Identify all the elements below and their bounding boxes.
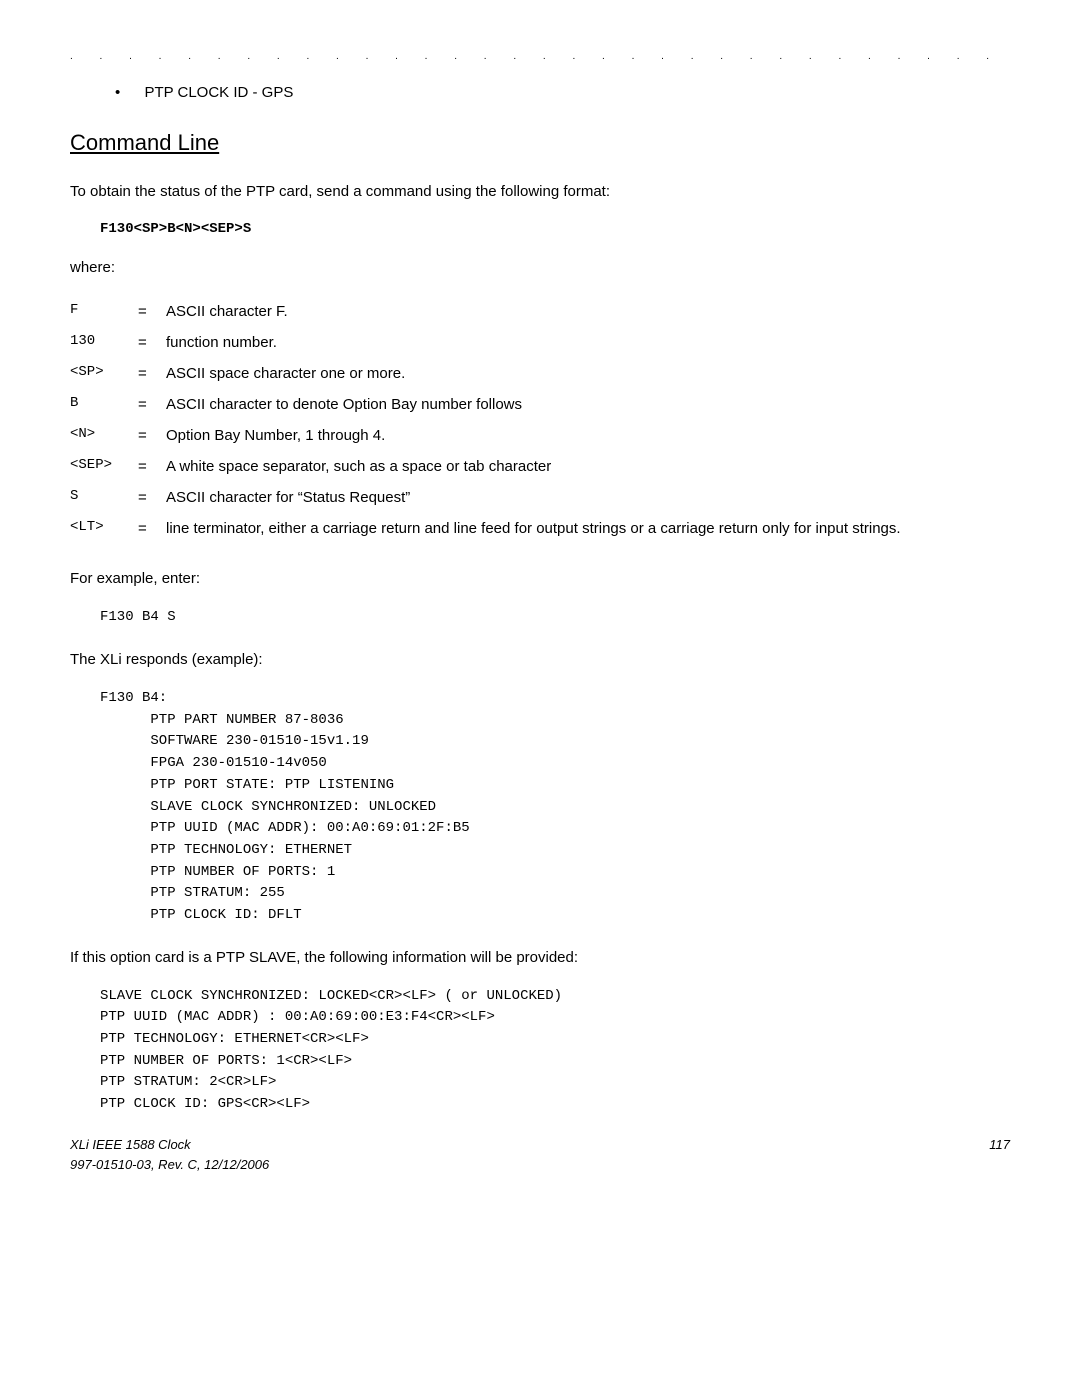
slave-label: If this option card is a PTP SLAVE, the … (70, 947, 1010, 968)
def-description: ASCII character for “Status Request” (166, 482, 909, 513)
page-number: 117 (989, 1136, 1010, 1154)
def-description: Option Bay Number, 1 through 4. (166, 420, 909, 451)
def-symbol: S (70, 482, 138, 513)
def-equals: = (138, 296, 166, 327)
def-symbol: 130 (70, 327, 138, 358)
definitions-table: F=ASCII character F.130=function number.… (70, 296, 909, 544)
def-equals: = (138, 420, 166, 451)
def-equals: = (138, 513, 166, 544)
def-description: line terminator, either a carriage retur… (166, 513, 909, 544)
table-row: F=ASCII character F. (70, 296, 909, 327)
page-footer: XLi IEEE 1588 Clock 117 997-01510-03, Re… (70, 1136, 1010, 1174)
def-description: ASCII character F. (166, 296, 909, 327)
def-symbol: F (70, 296, 138, 327)
def-description: ASCII character to denote Option Bay num… (166, 389, 909, 420)
response-block: F130 B4: PTP PART NUMBER 87-8036 SOFTWAR… (100, 688, 1010, 927)
def-equals: = (138, 451, 166, 482)
def-symbol: <SEP> (70, 451, 138, 482)
table-row: <LT>=line terminator, either a carriage … (70, 513, 909, 544)
def-equals: = (138, 358, 166, 389)
def-equals: = (138, 389, 166, 420)
footer-revision: 997-01510-03, Rev. C, 12/12/2006 (70, 1156, 1010, 1174)
def-symbol: <N> (70, 420, 138, 451)
section-heading: Command Line (70, 128, 1010, 159)
footer-title: XLi IEEE 1588 Clock (70, 1137, 191, 1152)
bullet-item: PTP CLOCK ID - GPS (115, 82, 1010, 103)
table-row: <N>=Option Bay Number, 1 through 4. (70, 420, 909, 451)
where-label: where: (70, 257, 1010, 278)
dotted-separator: . . . . . . . . . . . . . . . . . . . . … (70, 50, 1010, 64)
def-description: ASCII space character one or more. (166, 358, 909, 389)
bullet-text: PTP CLOCK ID - GPS (144, 84, 293, 101)
def-equals: = (138, 327, 166, 358)
def-symbol: <LT> (70, 513, 138, 544)
table-row: <SP>=ASCII space character one or more. (70, 358, 909, 389)
command-format: F130<SP>B<N><SEP>S (100, 220, 1010, 240)
def-symbol: <SP> (70, 358, 138, 389)
def-equals: = (138, 482, 166, 513)
table-row: <SEP>=A white space separator, such as a… (70, 451, 909, 482)
response-label: The XLi responds (example): (70, 649, 1010, 670)
table-row: 130=function number. (70, 327, 909, 358)
example-code: F130 B4 S (100, 607, 1010, 629)
slave-block: SLAVE CLOCK SYNCHRONIZED: LOCKED<CR><LF>… (100, 986, 1010, 1116)
example-label: For example, enter: (70, 568, 1010, 589)
def-description: A white space separator, such as a space… (166, 451, 909, 482)
def-description: function number. (166, 327, 909, 358)
table-row: B=ASCII character to denote Option Bay n… (70, 389, 909, 420)
intro-text: To obtain the status of the PTP card, se… (70, 181, 1010, 202)
table-row: S=ASCII character for “Status Request” (70, 482, 909, 513)
def-symbol: B (70, 389, 138, 420)
